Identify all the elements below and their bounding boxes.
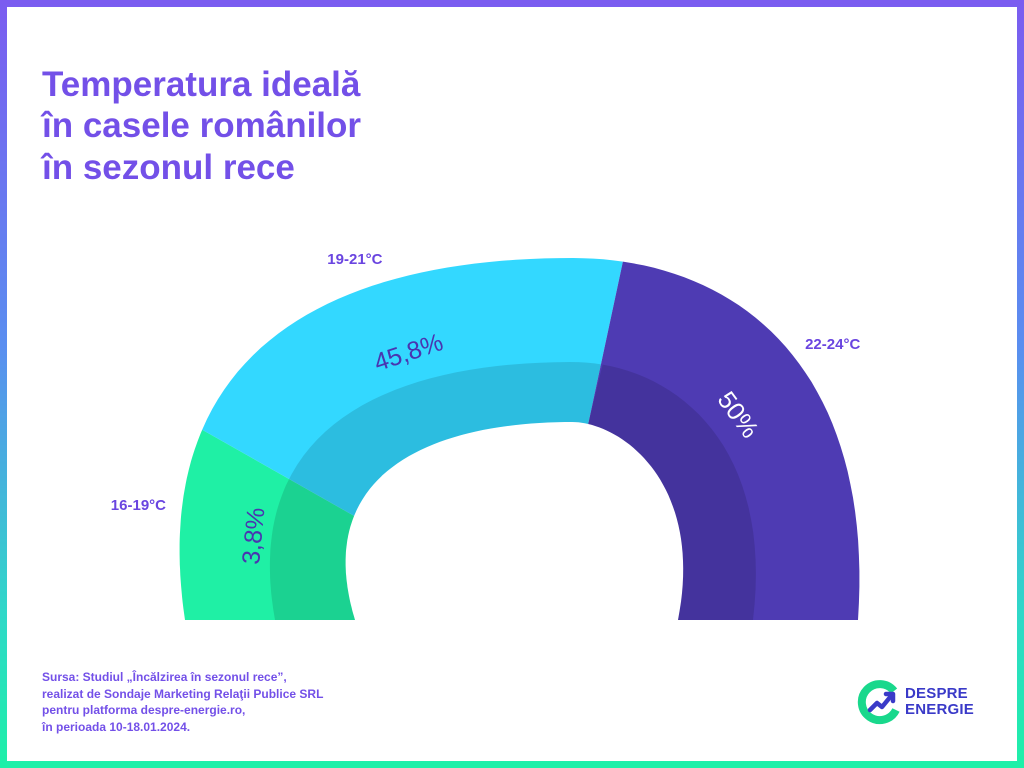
- category-label-19-21-C: 19-21°C: [327, 251, 382, 268]
- arc-segments: [179, 258, 860, 620]
- logo-wordmark: DESPRE ENERGIE: [905, 686, 974, 718]
- arc-segment-shade-19-21-C: [286, 362, 603, 516]
- arc-segment-shade-22-24-C: [588, 364, 756, 620]
- arc-labels: 3,8%16-19°C45,8%19-21°C50%22-24°C: [111, 251, 861, 566]
- arc-segment-19-21-C: [202, 258, 623, 516]
- chart-title-line-1: Temperatura ideală: [42, 65, 361, 104]
- chart-title-line-2: în casele românilor: [42, 106, 362, 146]
- despre-energie-logo-icon: [857, 680, 900, 725]
- chart-title: Temperatura ideală în casele românilor î…: [42, 64, 361, 188]
- despre-energie-logo: DESPRE ENERGIE: [856, 680, 986, 728]
- category-label-22-24-C: 22-24°C: [805, 336, 860, 353]
- logo-line-1: DESPRE: [905, 685, 968, 702]
- value-label-16-19-C: 3,8%: [237, 506, 270, 565]
- logo-line-2: ENERGIE: [905, 701, 974, 718]
- category-label-16-19-C: 16-19°C: [111, 497, 166, 514]
- arc-segment-22-24-C: [588, 261, 860, 620]
- arc-segment-shade-16-19-C: [269, 484, 355, 620]
- source-note: Sursa: Studiul „Încălzirea în sezonul re…: [42, 669, 323, 735]
- source-line-2: realizat de Sondaje Marketing Relaţii Pu…: [42, 686, 324, 701]
- source-line-1: Sursa: Studiul „Încălzirea în sezonul re…: [42, 670, 287, 684]
- source-line-3: pentru platforma despre-energie.ro,: [42, 703, 246, 718]
- arc-segment-16-19-C: [179, 429, 355, 620]
- chart-title-line-3: în sezonul rece: [42, 147, 295, 187]
- source-line-4: în perioada 10-18.01.2024.: [42, 719, 191, 734]
